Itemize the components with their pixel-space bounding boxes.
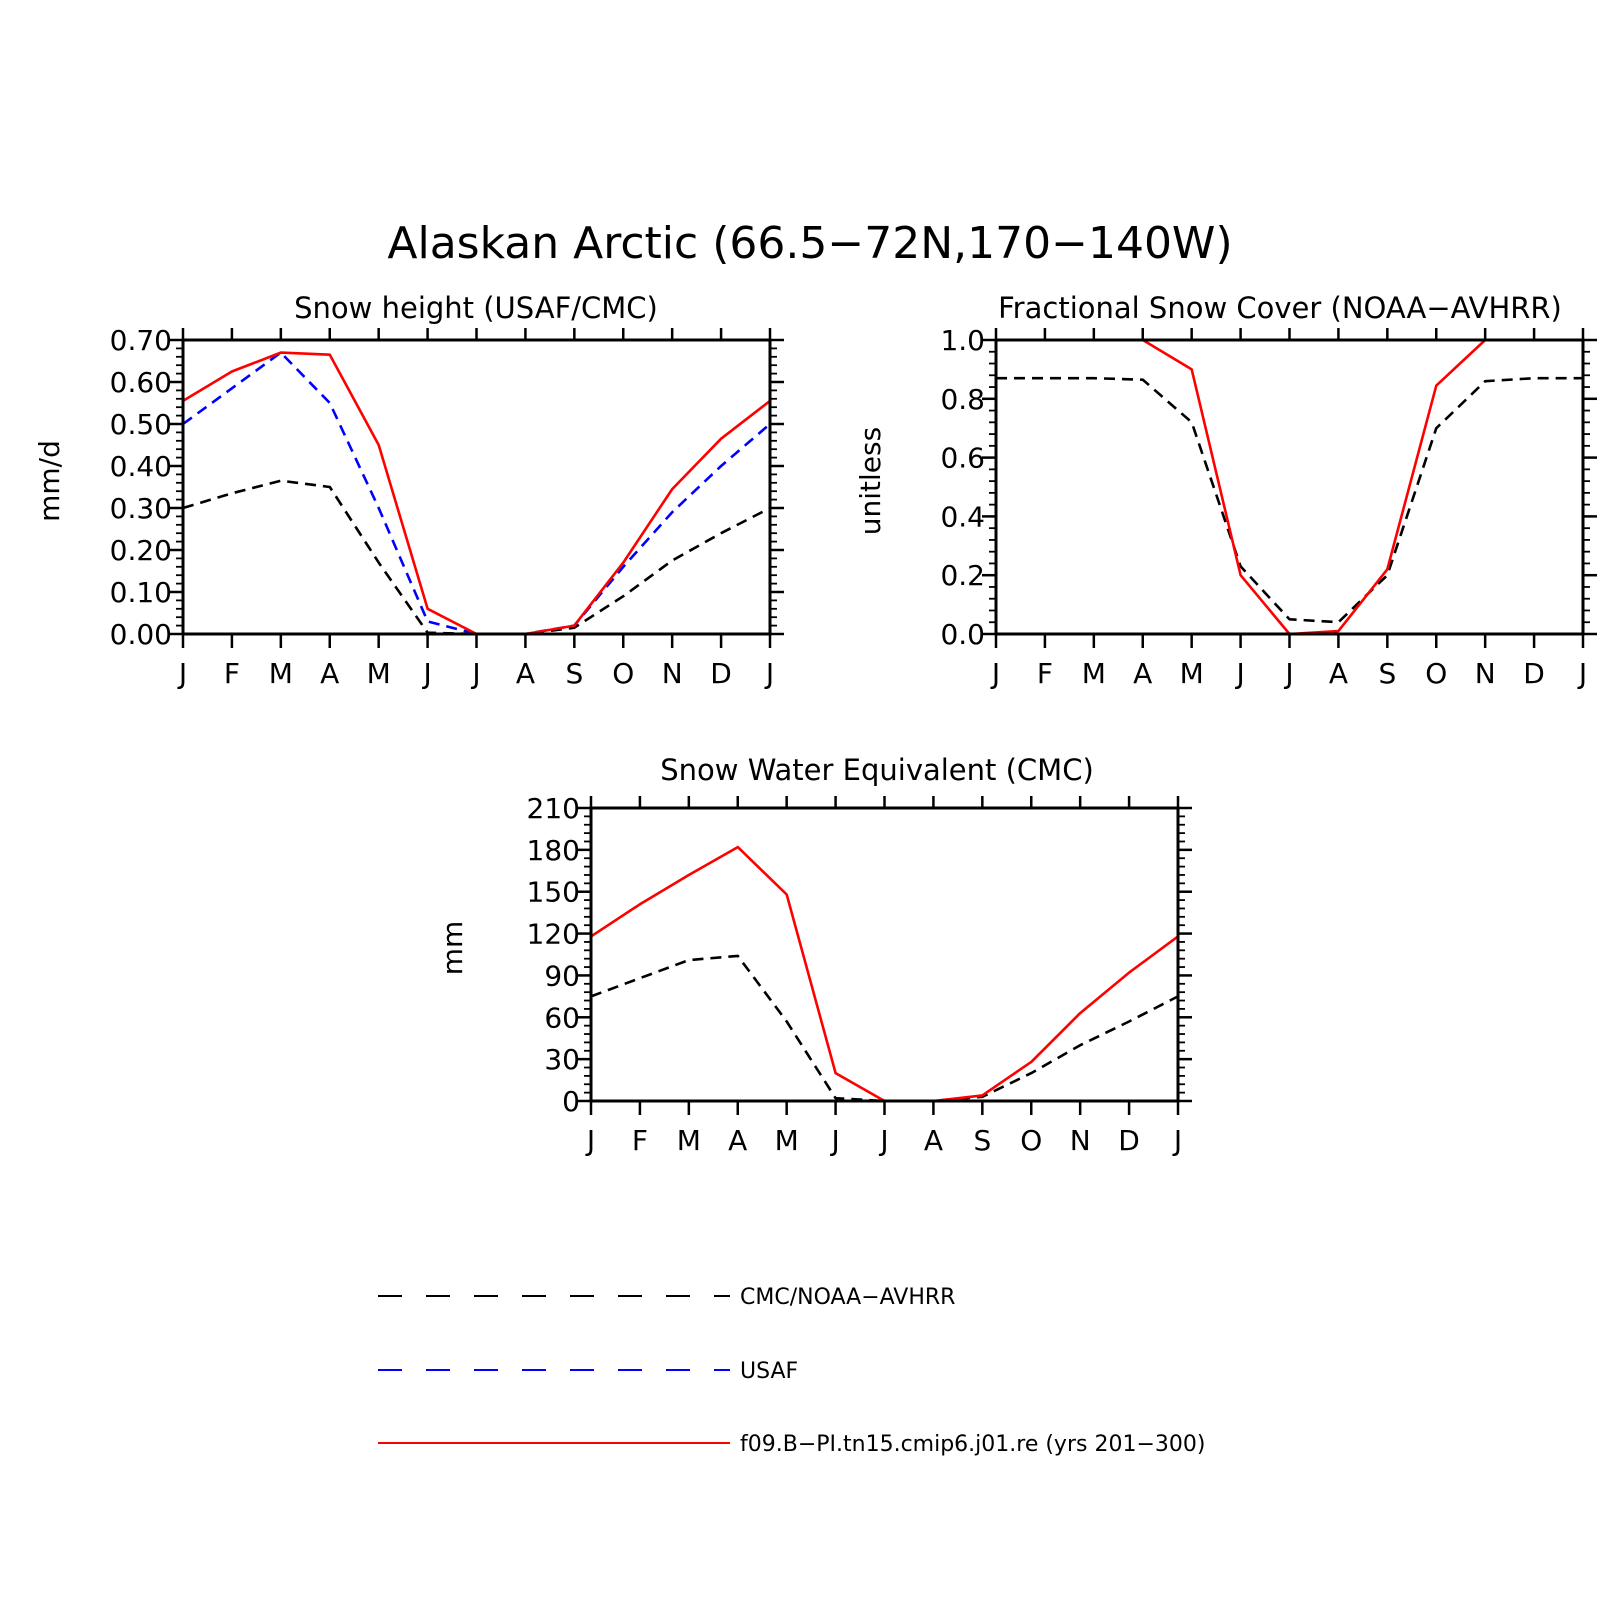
x-tick-label: S [565,657,583,690]
y-tick-label: 0.10 [110,576,172,609]
x-tick-label: A [320,657,339,690]
y-tick-label: 90 [544,959,580,992]
x-tick-label: J [764,657,774,690]
y-axis-label: unitless [854,427,887,535]
plot-frame [589,806,1180,1103]
y-tick-label: 0.40 [110,450,172,483]
x-tick-label: M [1180,657,1204,690]
x-tick-label: A [1329,657,1348,690]
panel-title: Fractional Snow Cover (NOAA−AVHRR) [998,291,1562,325]
y-axis-label: mm [436,921,469,976]
x-tick-label: A [924,1124,943,1157]
x-tick-label: J [878,1124,888,1157]
plot-frame [994,338,1585,636]
x-tick-label: N [1070,1124,1091,1157]
x-tick-label: J [470,657,480,690]
legend-label: f09.B−PI.tn15.cmip6.j01.re (yrs 201−300) [740,1432,1205,1457]
x-tick-label: A [728,1124,747,1157]
series-line [590,845,1179,1103]
x-tick-label: M [367,657,391,690]
y-tick-label: 0.0 [940,618,985,651]
legend-item: CMC/NOAA−AVHRR [378,1285,955,1310]
x-tick-label: F [1037,657,1053,690]
y-tick-label: 0.2 [940,559,985,592]
y-tick-label: 0.6 [940,442,985,475]
legend-label: CMC/NOAA−AVHRR [740,1285,955,1310]
series-line [996,376,1583,624]
figure-title: Alaskan Arctic (66.5−72N,170−140W) [387,218,1232,269]
x-tick-label: M [677,1124,701,1157]
y-axis-label: mm/d [33,440,66,522]
series-line [590,954,1179,1103]
series-line [996,338,1583,636]
x-tick-label: S [1378,657,1396,690]
x-tick-label: J [1577,657,1587,690]
y-tick-label: 0.8 [940,383,985,416]
x-tick-label: M [775,1124,799,1157]
x-tick-label: N [662,657,683,690]
legend-item: USAF [378,1359,798,1384]
x-tick-label: N [1475,657,1496,690]
panel-title: Snow Water Equivalent (CMC) [660,753,1094,787]
y-tick-label: 180 [527,834,580,867]
y-tick-label: 0.60 [110,366,172,399]
x-tick-label: F [224,657,240,690]
x-tick-label: J [421,657,431,690]
y-tick-label: 120 [527,918,580,951]
legend-label: USAF [740,1359,798,1384]
x-tick-label: O [1425,657,1447,690]
x-tick-label: J [1172,1124,1182,1157]
panel-title: Snow height (USAF/CMC) [294,291,658,325]
x-tick-label: O [612,657,634,690]
x-tick-label: S [973,1124,991,1157]
plot-frame [181,338,772,636]
legend: CMC/NOAA−AVHRR USAF f09.B−PI.tn15.cmip6.… [378,1285,1205,1457]
x-tick-label: M [1082,657,1106,690]
legend-item: f09.B−PI.tn15.cmip6.j01.re (yrs 201−300) [378,1432,1205,1457]
x-tick-label: J [829,1124,839,1157]
y-tick-label: 150 [527,876,580,909]
x-tick-label: A [516,657,535,690]
x-tick-label: J [990,657,1000,690]
x-tick-label: F [632,1124,648,1157]
x-tick-label: M [269,657,293,690]
y-tick-label: 1.0 [940,324,985,357]
x-tick-label: J [1234,657,1244,690]
y-tick-label: 0.20 [110,534,172,567]
y-tick-label: 60 [544,1001,580,1034]
y-tick-label: 0.00 [110,618,172,651]
y-tick-label: 0.50 [110,408,172,441]
x-tick-label: D [1523,657,1545,690]
y-tick-label: 210 [527,792,580,825]
y-tick-label: 0 [562,1085,580,1118]
series-line [182,351,771,636]
x-tick-label: O [1020,1124,1042,1157]
y-tick-label: 0.4 [940,500,985,533]
y-tick-label: 0.30 [110,492,172,525]
x-tick-label: D [1118,1124,1140,1157]
x-tick-label: D [710,657,732,690]
panel-fractional-snow-cover: Fractional Snow Cover (NOAA−AVHRR) unitl… [854,291,1597,690]
x-tick-label: J [585,1124,595,1157]
series-line [182,351,771,636]
y-tick-label: 0.70 [110,324,172,357]
x-tick-label: J [177,657,187,690]
x-tick-label: J [1283,657,1293,690]
x-tick-label: A [1133,657,1152,690]
y-tick-label: 30 [544,1043,580,1076]
